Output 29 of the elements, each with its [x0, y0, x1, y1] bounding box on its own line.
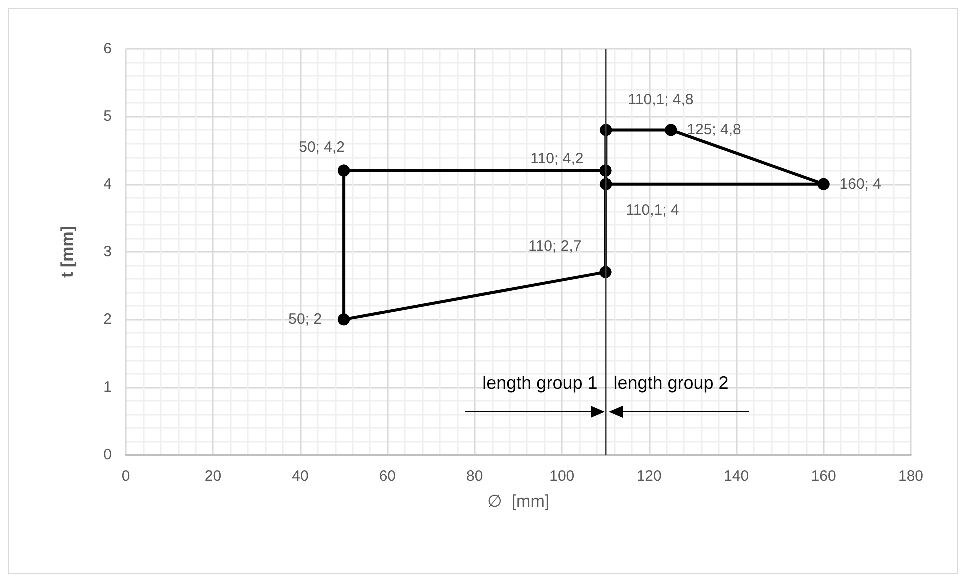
y-tick-label: 3	[104, 244, 112, 260]
y-tick-label: 1	[104, 378, 112, 396]
x-tick-label: 0	[122, 468, 130, 485]
y-axis-title: t [mm]	[58, 226, 77, 278]
y-tick-label: 6	[104, 40, 112, 58]
data-label: 110,1; 4	[626, 202, 680, 219]
x-tick-label: 160	[811, 468, 836, 485]
data-label: 110; 2,7	[528, 238, 582, 255]
x-tick-label: 140	[724, 468, 750, 485]
annotation: length group 1	[482, 372, 598, 394]
y-tick-label: 0	[104, 446, 112, 464]
x-tick-label: 120	[636, 468, 662, 485]
data-label: 160; 4	[840, 176, 882, 193]
y-tick-label: 5	[104, 108, 112, 126]
x-tick-label: 180	[898, 468, 924, 485]
data-label: 50; 2	[288, 311, 322, 328]
x-tick-label: 100	[550, 468, 575, 485]
x-tick-label: 40	[292, 468, 309, 485]
x-tick-label: 60	[379, 468, 396, 485]
annotation: length group 2	[614, 372, 729, 394]
x-tick-label: 80	[466, 468, 484, 485]
y-tick-label: 4	[104, 176, 112, 193]
data-label: 110,1; 4,8	[628, 92, 694, 109]
y-tick-label: 2	[104, 311, 112, 328]
data-label: 125; 4,8	[687, 122, 742, 139]
x-axis-title: ∅ [mm]	[487, 492, 550, 511]
data-label: 50; 4,2	[299, 138, 345, 156]
data-label: 110; 4,2	[530, 150, 584, 168]
x-tick-label: 20	[204, 468, 222, 485]
